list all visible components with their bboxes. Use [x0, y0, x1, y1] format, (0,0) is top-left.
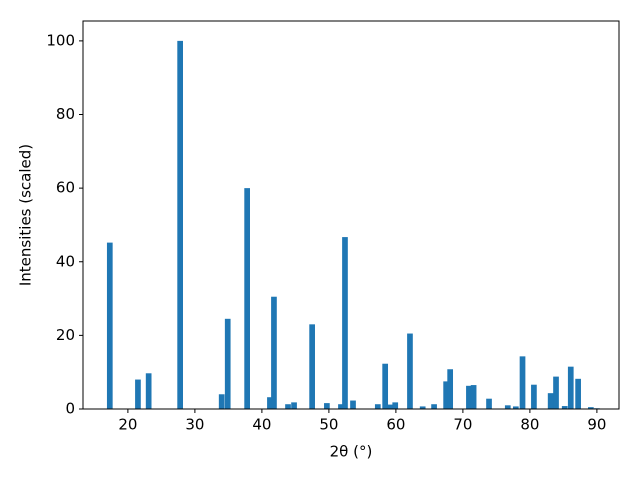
y-tick-label: 20: [56, 326, 75, 344]
bar: [271, 296, 277, 409]
plot-frame: [82, 20, 620, 410]
bar: [224, 318, 231, 409]
bar: [177, 40, 183, 409]
bar: [374, 404, 381, 409]
bar: [285, 404, 291, 409]
bar: [512, 406, 519, 409]
bar: [392, 402, 399, 409]
bar: [531, 384, 537, 409]
bar: [547, 393, 554, 409]
bar: [267, 397, 273, 409]
y-tick-label: 100: [46, 31, 75, 49]
bar: [567, 366, 574, 409]
bar: [309, 324, 315, 409]
bar: [244, 188, 250, 409]
y-tick-label: 40: [56, 252, 75, 270]
x-tick-label: 40: [252, 416, 271, 434]
bar: [431, 404, 437, 409]
bar: [350, 400, 356, 409]
bar: [135, 379, 141, 409]
x-tick-label: 30: [185, 416, 204, 434]
x-tick-label: 50: [319, 416, 338, 434]
y-axis-label: Intensities (scaled): [17, 144, 35, 286]
bar: [443, 381, 449, 409]
bar: [382, 363, 389, 409]
y-tick-label: 80: [56, 105, 75, 123]
bar: [447, 369, 454, 409]
bar: [470, 385, 477, 409]
bar: [419, 406, 426, 409]
bar: [588, 407, 594, 409]
x-tick-label: 80: [520, 416, 539, 434]
bar: [575, 378, 581, 409]
bar: [291, 402, 297, 409]
x-tick-label: 70: [453, 416, 472, 434]
x-tick-label: 90: [587, 416, 606, 434]
bar: [504, 405, 511, 409]
bar: [145, 373, 152, 409]
bar: [218, 394, 225, 409]
x-axis-label: 2θ (°): [330, 443, 373, 461]
y-tick-label: 60: [56, 179, 75, 197]
x-tick-label: 20: [118, 416, 137, 434]
x-tick-label: 60: [386, 416, 405, 434]
bar: [407, 333, 413, 409]
bar: [324, 403, 330, 409]
bar: [553, 376, 559, 409]
bar: [519, 356, 526, 409]
bar: [387, 404, 393, 409]
bar: [466, 385, 472, 409]
bar: [338, 404, 344, 409]
bar: [106, 242, 113, 409]
bar: [342, 237, 348, 409]
y-tick-label: 0: [65, 400, 75, 418]
bar: [561, 406, 568, 409]
bar: [486, 398, 492, 409]
